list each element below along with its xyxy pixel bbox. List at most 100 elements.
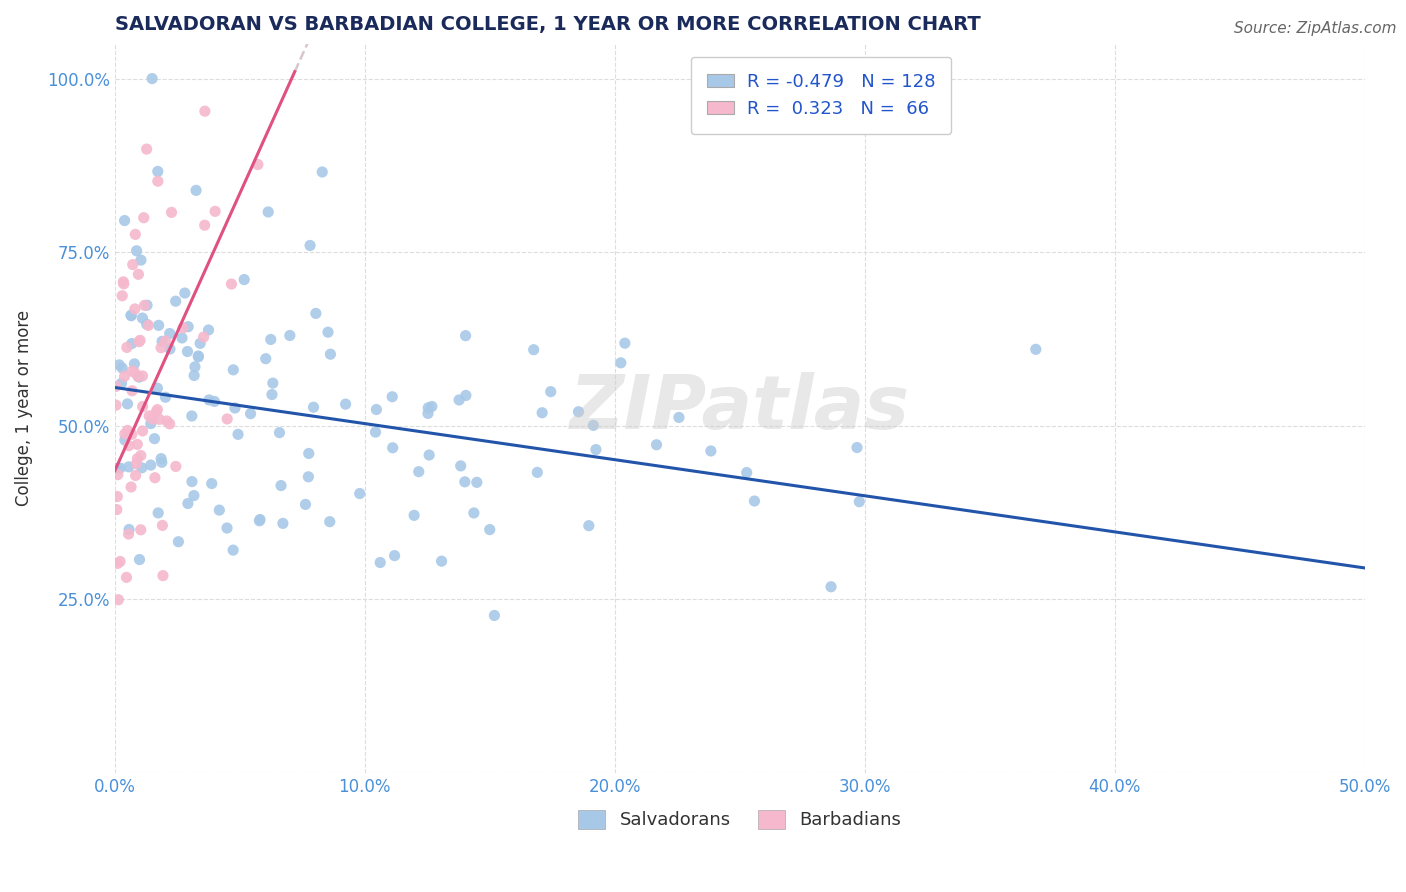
Point: [222, 543, 245, 558]
Point: [128, 552, 150, 566]
Point: [125, 244, 148, 258]
Point: [112, 275, 135, 289]
Text: Source: ZipAtlas.com: Source: ZipAtlas.com: [1233, 21, 1396, 36]
Point: [215, 521, 238, 535]
Point: [201, 476, 224, 491]
Point: [257, 205, 280, 219]
Point: [105, 490, 128, 504]
Point: [454, 328, 477, 343]
Point: [127, 437, 149, 451]
Point: [454, 388, 477, 402]
Point: [128, 370, 150, 384]
Point: [316, 325, 339, 339]
Point: [298, 446, 321, 460]
Point: [249, 514, 271, 528]
Point: [107, 557, 129, 571]
Point: [364, 425, 387, 439]
Point: [150, 455, 173, 469]
Point: [155, 334, 177, 348]
Point: [118, 459, 141, 474]
Point: [465, 475, 488, 490]
Point: [121, 427, 143, 442]
Point: [160, 205, 183, 219]
Point: [305, 306, 328, 320]
Point: [700, 444, 723, 458]
Point: [610, 356, 633, 370]
Point: [146, 174, 169, 188]
Point: [120, 480, 142, 494]
Point: [567, 405, 589, 419]
Point: [114, 427, 136, 442]
Point: [150, 451, 173, 466]
Point: [418, 448, 440, 462]
Point: [408, 465, 430, 479]
Point: [184, 359, 207, 374]
Point: [145, 405, 167, 419]
Point: [105, 398, 128, 412]
Point: [143, 471, 166, 485]
Point: [173, 286, 195, 301]
Point: [319, 515, 342, 529]
Point: [110, 461, 132, 475]
Point: [107, 467, 129, 482]
Point: [118, 523, 141, 537]
Point: [120, 308, 142, 322]
Point: [222, 363, 245, 377]
Point: [188, 336, 211, 351]
Point: [668, 410, 690, 425]
Point: [197, 323, 219, 337]
Point: [297, 470, 319, 484]
Point: [384, 549, 406, 563]
Point: [107, 592, 129, 607]
Point: [246, 157, 269, 171]
Point: [159, 342, 181, 356]
Point: [127, 451, 149, 466]
Point: [239, 407, 262, 421]
Point: [454, 475, 477, 489]
Point: [430, 554, 453, 568]
Point: [148, 412, 170, 426]
Point: [152, 518, 174, 533]
Text: ZIPatlas: ZIPatlas: [569, 372, 910, 445]
Point: [124, 357, 146, 371]
Point: [820, 580, 842, 594]
Point: [260, 333, 283, 347]
Point: [294, 497, 316, 511]
Y-axis label: College, 1 year or more: College, 1 year or more: [15, 310, 32, 507]
Point: [269, 425, 291, 440]
Point: [131, 424, 153, 438]
Point: [172, 321, 194, 335]
Point: [129, 253, 152, 268]
Point: [198, 392, 221, 407]
Point: [105, 379, 128, 393]
Point: [420, 400, 443, 414]
Point: [177, 319, 200, 334]
Point: [194, 218, 217, 232]
Point: [115, 570, 138, 584]
Point: [134, 298, 156, 312]
Point: [115, 340, 138, 354]
Point: [368, 556, 391, 570]
Point: [299, 238, 322, 252]
Point: [150, 334, 173, 349]
Point: [224, 401, 246, 415]
Point: [139, 458, 162, 472]
Point: [585, 442, 607, 457]
Point: [152, 568, 174, 582]
Point: [159, 417, 181, 431]
Point: [117, 424, 139, 438]
Point: [416, 406, 439, 420]
Point: [135, 142, 157, 156]
Point: [193, 330, 215, 344]
Point: [143, 432, 166, 446]
Point: [311, 165, 333, 179]
Point: [135, 318, 157, 332]
Point: [578, 518, 600, 533]
Point: [183, 489, 205, 503]
Point: [478, 523, 501, 537]
Point: [146, 164, 169, 178]
Point: [112, 277, 135, 291]
Point: [735, 466, 758, 480]
Point: [204, 204, 226, 219]
Point: [270, 478, 292, 492]
